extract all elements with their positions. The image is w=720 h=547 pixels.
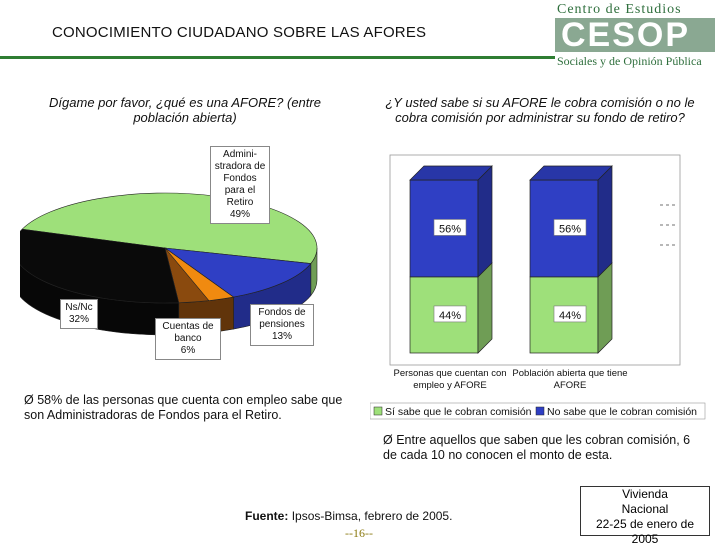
bar-top-0 [409, 165, 493, 181]
pie-slice-3 [20, 228, 180, 304]
bar-group-0: 44% 56% [409, 165, 493, 354]
bar-side-1-1 [597, 165, 613, 278]
bar-value-box-1-0 [553, 305, 587, 323]
bar-value-box-1-1 [553, 219, 587, 236]
logo-top-text: Centro de Estudios [557, 2, 682, 17]
pie-side-2 [178, 296, 234, 336]
bar-side-0-1 [477, 165, 493, 278]
page-number: --16-- [345, 526, 373, 540]
bar-top-1 [529, 165, 613, 181]
survey-info-line-1: Vivienda [622, 487, 668, 501]
bar-value-box-0-0 [433, 305, 467, 323]
question-left: Dígame por favor, ¿qué es una AFORE? (en… [49, 95, 321, 125]
bar-legend: Sí sabe que le cobran comisión No sabe qu… [370, 402, 706, 420]
cesop-logo: Centro de Estudios CESOP Sociales y de O… [555, 2, 720, 70]
bar-value-box-0-1 [433, 219, 467, 236]
bar-group-1: 44% 56% [529, 165, 613, 354]
bar-side-1-0 [597, 262, 613, 354]
category-label-1-1: AFORE [554, 380, 587, 391]
header-divider [0, 56, 555, 59]
pie-slices [20, 192, 318, 304]
survey-info-line-2: Nacional [621, 502, 669, 516]
pie-slice-orange [164, 247, 235, 301]
note-left: Ø 58% de las personas que cuenta con emp… [24, 393, 343, 422]
pie-slice-1 [163, 247, 312, 298]
source-text: Ipsos-Bimsa, febrero de 2005. [291, 509, 453, 523]
bar-side-0-0 [477, 262, 493, 354]
source-label: Fuente: [245, 509, 289, 523]
source-line: Fuente: Ipsos-Bimsa, febrero de 2005. [245, 509, 452, 523]
category-label-1-0: Población abierta que tiene [512, 368, 627, 379]
legend-label-0: Sí sabe que le cobran comisión [385, 406, 532, 418]
category-label-0-0: Personas que cuentan con [393, 368, 506, 379]
bar-value-0-1: 56% [439, 223, 461, 235]
legend-swatch-0 [373, 406, 383, 416]
bar-value-0-0: 44% [439, 310, 461, 322]
page-title: CONOCIMIENTO CIUDADANO SOBRE LAS AFORES [52, 24, 427, 41]
bar-value-1-0: 44% [559, 310, 581, 322]
legend-swatch-1 [535, 406, 545, 416]
note-right: Ø Entre aquellos que saben que les cobra… [383, 433, 691, 462]
category-label-0-1: empleo y AFORE [413, 380, 486, 391]
question-right: ¿Y usted sabe si su AFORE le cobra comis… [385, 95, 695, 125]
pie-chart [20, 192, 318, 336]
logo-bottom-text: Sociales y de Opinión Pública [557, 54, 702, 68]
survey-info-line-3: 22-25 de enero de 2005 [595, 517, 695, 546]
logo-mark: CESOP [555, 16, 715, 54]
legend-label-1: No sabe que le cobran comisión [547, 406, 697, 418]
survey-info-box: Vivienda Nacional 22-25 de enero de 2005 [580, 486, 710, 546]
bar-value-1-1: 56% [559, 223, 581, 235]
logo-mark-text: CESOP [561, 16, 691, 54]
